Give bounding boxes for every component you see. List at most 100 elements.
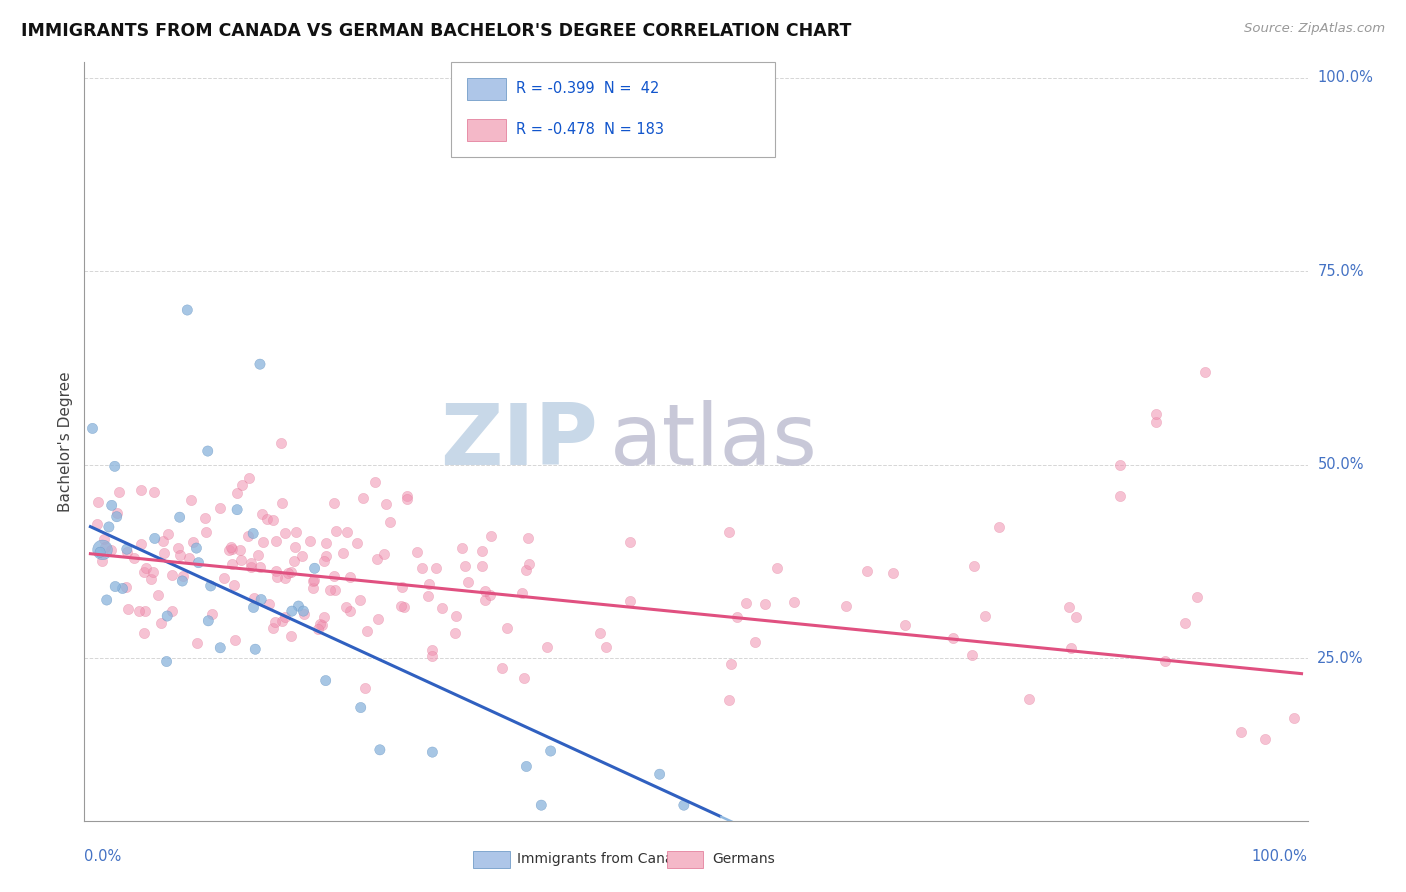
Point: [717, 525, 740, 540]
Point: [277, 566, 299, 580]
Point: [304, 573, 326, 587]
Point: [744, 634, 766, 648]
Point: [139, 572, 162, 586]
FancyBboxPatch shape: [451, 62, 776, 157]
Point: [270, 614, 292, 628]
Point: [91, 542, 114, 557]
Point: [287, 599, 309, 613]
Point: [221, 540, 243, 554]
Point: [91, 554, 114, 568]
Point: [349, 593, 371, 607]
Point: [169, 549, 191, 563]
Point: [129, 483, 152, 498]
Point: [143, 484, 166, 499]
Point: [242, 526, 264, 541]
Point: [291, 549, 314, 563]
Point: [172, 574, 194, 588]
Y-axis label: Bachelor's Degree: Bachelor's Degree: [58, 371, 73, 512]
Point: [336, 524, 359, 539]
Point: [717, 693, 740, 707]
Point: [229, 543, 252, 558]
Point: [323, 583, 346, 598]
Text: Germans: Germans: [711, 853, 775, 866]
Point: [356, 624, 378, 638]
Point: [236, 528, 259, 542]
Text: 75.0%: 75.0%: [1317, 264, 1364, 279]
Point: [221, 541, 243, 556]
Text: 100.0%: 100.0%: [1317, 70, 1374, 86]
Point: [292, 607, 315, 621]
FancyBboxPatch shape: [467, 120, 506, 141]
Point: [197, 614, 219, 628]
Point: [766, 560, 789, 574]
Point: [595, 640, 617, 655]
Point: [451, 541, 474, 555]
Point: [166, 541, 188, 555]
Point: [252, 534, 274, 549]
Point: [156, 527, 179, 541]
FancyBboxPatch shape: [467, 78, 506, 100]
Point: [373, 547, 395, 561]
Point: [307, 622, 329, 636]
Point: [87, 495, 110, 509]
Point: [332, 546, 354, 560]
Point: [308, 617, 330, 632]
Point: [391, 580, 413, 594]
Point: [411, 560, 433, 574]
Point: [1060, 641, 1083, 656]
Point: [418, 577, 440, 591]
Point: [148, 588, 170, 602]
Point: [266, 534, 288, 549]
Point: [782, 595, 804, 609]
Point: [176, 303, 198, 318]
Point: [252, 507, 274, 521]
Point: [89, 545, 111, 559]
Point: [231, 478, 253, 492]
Point: [94, 541, 117, 555]
Point: [283, 554, 305, 568]
Point: [315, 549, 337, 563]
Point: [264, 564, 287, 578]
Point: [132, 565, 155, 579]
Point: [416, 589, 439, 603]
Point: [115, 542, 138, 557]
Text: 25.0%: 25.0%: [1317, 650, 1364, 665]
Point: [364, 475, 387, 489]
Point: [1254, 732, 1277, 747]
Point: [1144, 415, 1167, 429]
Point: [960, 648, 983, 662]
Point: [315, 673, 337, 688]
Point: [156, 609, 179, 624]
Point: [264, 615, 287, 630]
Point: [209, 640, 232, 655]
Point: [530, 798, 553, 813]
Point: [82, 421, 104, 435]
Point: [212, 571, 235, 585]
Point: [301, 582, 323, 596]
Point: [323, 568, 346, 582]
Point: [134, 603, 156, 617]
Point: [273, 609, 295, 624]
Point: [97, 520, 120, 534]
Point: [389, 599, 412, 613]
Point: [169, 510, 191, 524]
Point: [266, 570, 288, 584]
Point: [114, 580, 136, 594]
Point: [315, 536, 337, 550]
Point: [150, 615, 173, 630]
Point: [495, 622, 517, 636]
Point: [284, 541, 307, 555]
Point: [882, 566, 904, 580]
Point: [224, 578, 246, 592]
Point: [735, 596, 758, 610]
Point: [135, 561, 157, 575]
Point: [754, 597, 776, 611]
Point: [104, 580, 127, 594]
Point: [1108, 489, 1130, 503]
Point: [155, 655, 177, 669]
Point: [262, 621, 284, 635]
Point: [181, 535, 204, 549]
Point: [855, 565, 877, 579]
Point: [262, 513, 284, 527]
Point: [200, 579, 222, 593]
